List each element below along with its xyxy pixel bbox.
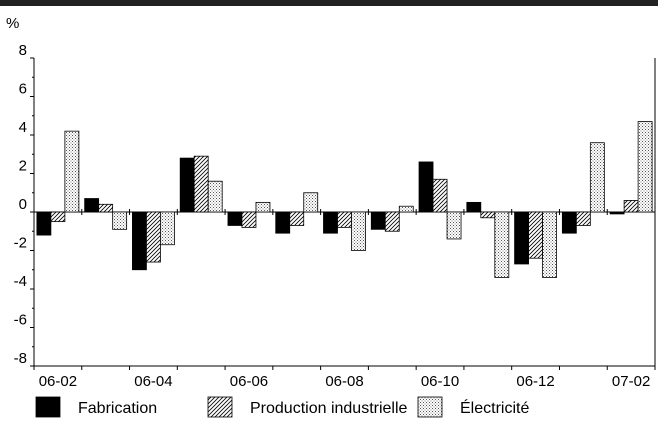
bar <box>255 201 271 213</box>
bar <box>303 192 319 213</box>
y-tick-label: 0 <box>19 196 27 213</box>
legend-swatch <box>35 396 61 418</box>
bar <box>528 211 543 259</box>
bar <box>132 211 147 271</box>
bar <box>64 130 80 213</box>
bar <box>193 155 209 213</box>
bar <box>179 157 195 213</box>
bar <box>542 211 557 278</box>
y-tick-label: -6 <box>14 312 27 329</box>
x-tick-label: 07-02 <box>612 373 650 390</box>
bar <box>207 180 223 213</box>
bar <box>589 142 605 213</box>
legend-swatch <box>417 396 443 418</box>
bar <box>323 211 338 234</box>
bar <box>337 211 352 228</box>
x-axis: 06-02 06-04 06-06 06-08 06-10 06-12 07-02 <box>33 209 656 390</box>
bar <box>289 211 305 226</box>
bar <box>384 211 400 232</box>
bar <box>227 211 243 226</box>
y-axis: 8 6 4 2 0 -2 -4 -6 -8 <box>14 42 34 367</box>
top-rule <box>0 0 658 6</box>
bar <box>160 211 175 246</box>
x-tick-label: 06-04 <box>134 373 172 390</box>
legend-swatch <box>207 396 233 418</box>
bar <box>112 211 128 230</box>
x-tick-label: 06-02 <box>39 373 77 390</box>
bar <box>514 211 529 265</box>
bar <box>36 211 52 236</box>
bar <box>398 205 414 213</box>
bar <box>480 211 496 219</box>
bars <box>36 121 653 278</box>
bar <box>241 211 257 228</box>
bar <box>466 201 482 213</box>
y-tick-label: 2 <box>19 158 27 175</box>
bar <box>637 121 653 213</box>
bar <box>275 211 291 234</box>
bar <box>575 211 591 226</box>
bar <box>351 211 366 251</box>
bar <box>623 200 639 213</box>
bar <box>84 198 100 213</box>
bar <box>98 203 114 213</box>
x-tick-label: 06-08 <box>325 373 363 390</box>
y-tick-label: -4 <box>14 273 27 290</box>
y-tick-label: 6 <box>19 81 27 98</box>
bar <box>561 211 577 234</box>
legend-label: Fabrication <box>78 400 157 417</box>
legend-label: Production industrielle <box>250 400 408 417</box>
y-tick-label: -2 <box>14 235 27 252</box>
y-tick-label: 8 <box>19 42 27 59</box>
y-tick-label: 4 <box>19 119 27 136</box>
bar <box>432 178 448 213</box>
y-tick-label: -8 <box>14 350 27 367</box>
bar <box>494 211 510 278</box>
x-tick-label: 06-10 <box>421 373 459 390</box>
bar <box>446 211 462 240</box>
bar <box>609 211 625 215</box>
bar <box>370 211 386 230</box>
legend-label: Électricité <box>460 398 529 417</box>
bar <box>418 161 434 213</box>
y-unit-label: % <box>6 15 19 32</box>
bar <box>50 211 66 223</box>
bar <box>146 211 161 263</box>
x-tick-label: 06-12 <box>516 373 554 390</box>
x-tick-label: 06-06 <box>230 373 268 390</box>
legend: Fabrication Production industrielle Électr… <box>35 396 529 418</box>
